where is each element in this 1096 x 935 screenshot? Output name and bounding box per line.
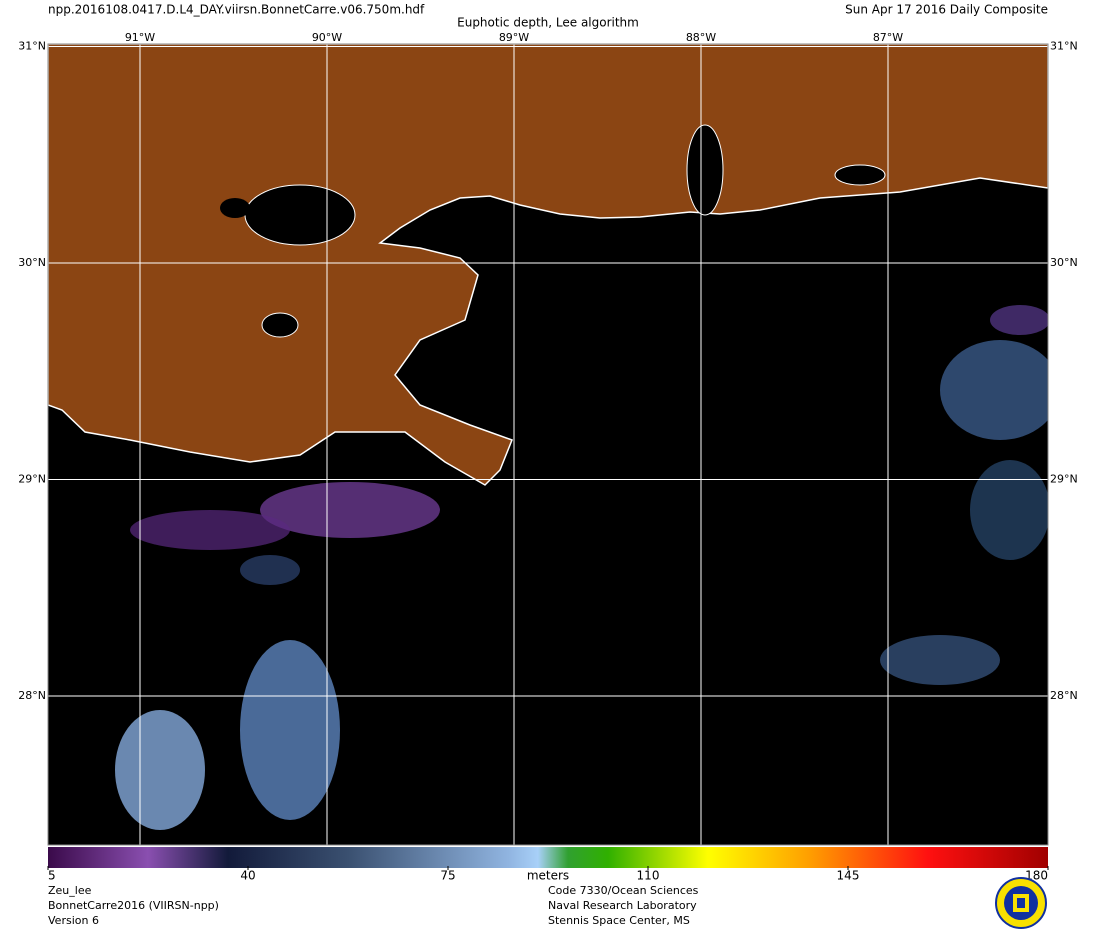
colorbar-unit: meters [527,869,569,883]
lat-label: 31°N [1050,40,1078,53]
water-patch [240,555,300,585]
footer-center: Code 7330/Ocean Sciences Naval Research … [548,884,699,927]
footer-line: Version 6 [48,914,99,927]
lon-label: 90°W [312,31,342,44]
footer-line: Stennis Space Center, MS [548,914,690,927]
lat-label: 28°N [18,689,46,702]
water-patch [115,710,205,830]
graticule-labels: 91°W 90°W 89°W 88°W 87°W 31°N 31°N 30°N 30°N 29°N… [18,31,1077,702]
title: Euphotic depth, Lee algorithm [457,16,639,30]
bay [686,124,724,216]
logo [995,877,1047,929]
filename: npp.2016108.0417.D.L4_DAY.viirsn.BonnetC… [48,3,425,17]
map-frame [47,43,1049,846]
footer-line: Naval Research Laboratory [548,899,697,912]
map-area [48,44,1048,845]
water-patch [940,340,1048,440]
colorbar-tick-label: 75 [440,869,455,883]
lake [220,198,250,218]
lake [244,184,356,246]
lat-label: 29°N [18,473,46,486]
colorbar [48,847,1048,868]
footer-line: BonnetCarre2016 (VIIRSN-npp) [48,899,219,912]
lon-label: 91°W [125,31,155,44]
lat-label: 29°N [1050,473,1078,486]
lat-label: 30°N [18,256,46,269]
footer-line: Zeu_lee [48,884,92,897]
lat-label: 31°N [18,40,46,53]
lat-label: 28°N [1050,689,1078,702]
graticule [48,44,1048,845]
bay [834,164,886,186]
water-patch [240,640,340,820]
lon-label: 89°W [499,31,529,44]
footer-line: Code 7330/Ocean Sciences [548,884,699,897]
colorbar-tick-label: 145 [837,869,860,883]
lat-label: 30°N [1050,256,1078,269]
lon-label: 88°W [686,31,716,44]
water-patch [260,482,440,538]
colorbar-ticks: 5 40 75 110 145 180 [47,866,1049,883]
water-patch [970,460,1048,560]
lake [261,312,299,338]
footer-left: Zeu_lee BonnetCarre2016 (VIIRSN-npp) Ver… [48,884,219,927]
water-patch [880,635,1000,685]
lon-label: 87°W [873,31,903,44]
colorbar-tick-label: 40 [240,869,255,883]
date: Sun Apr 17 2016 Daily Composite [845,3,1048,17]
land [48,44,1048,486]
colorbar-tick-label: 5 [48,869,56,883]
water-patch [990,305,1048,335]
colorbar-tick-label: 110 [637,869,660,883]
water-patch [130,510,290,550]
